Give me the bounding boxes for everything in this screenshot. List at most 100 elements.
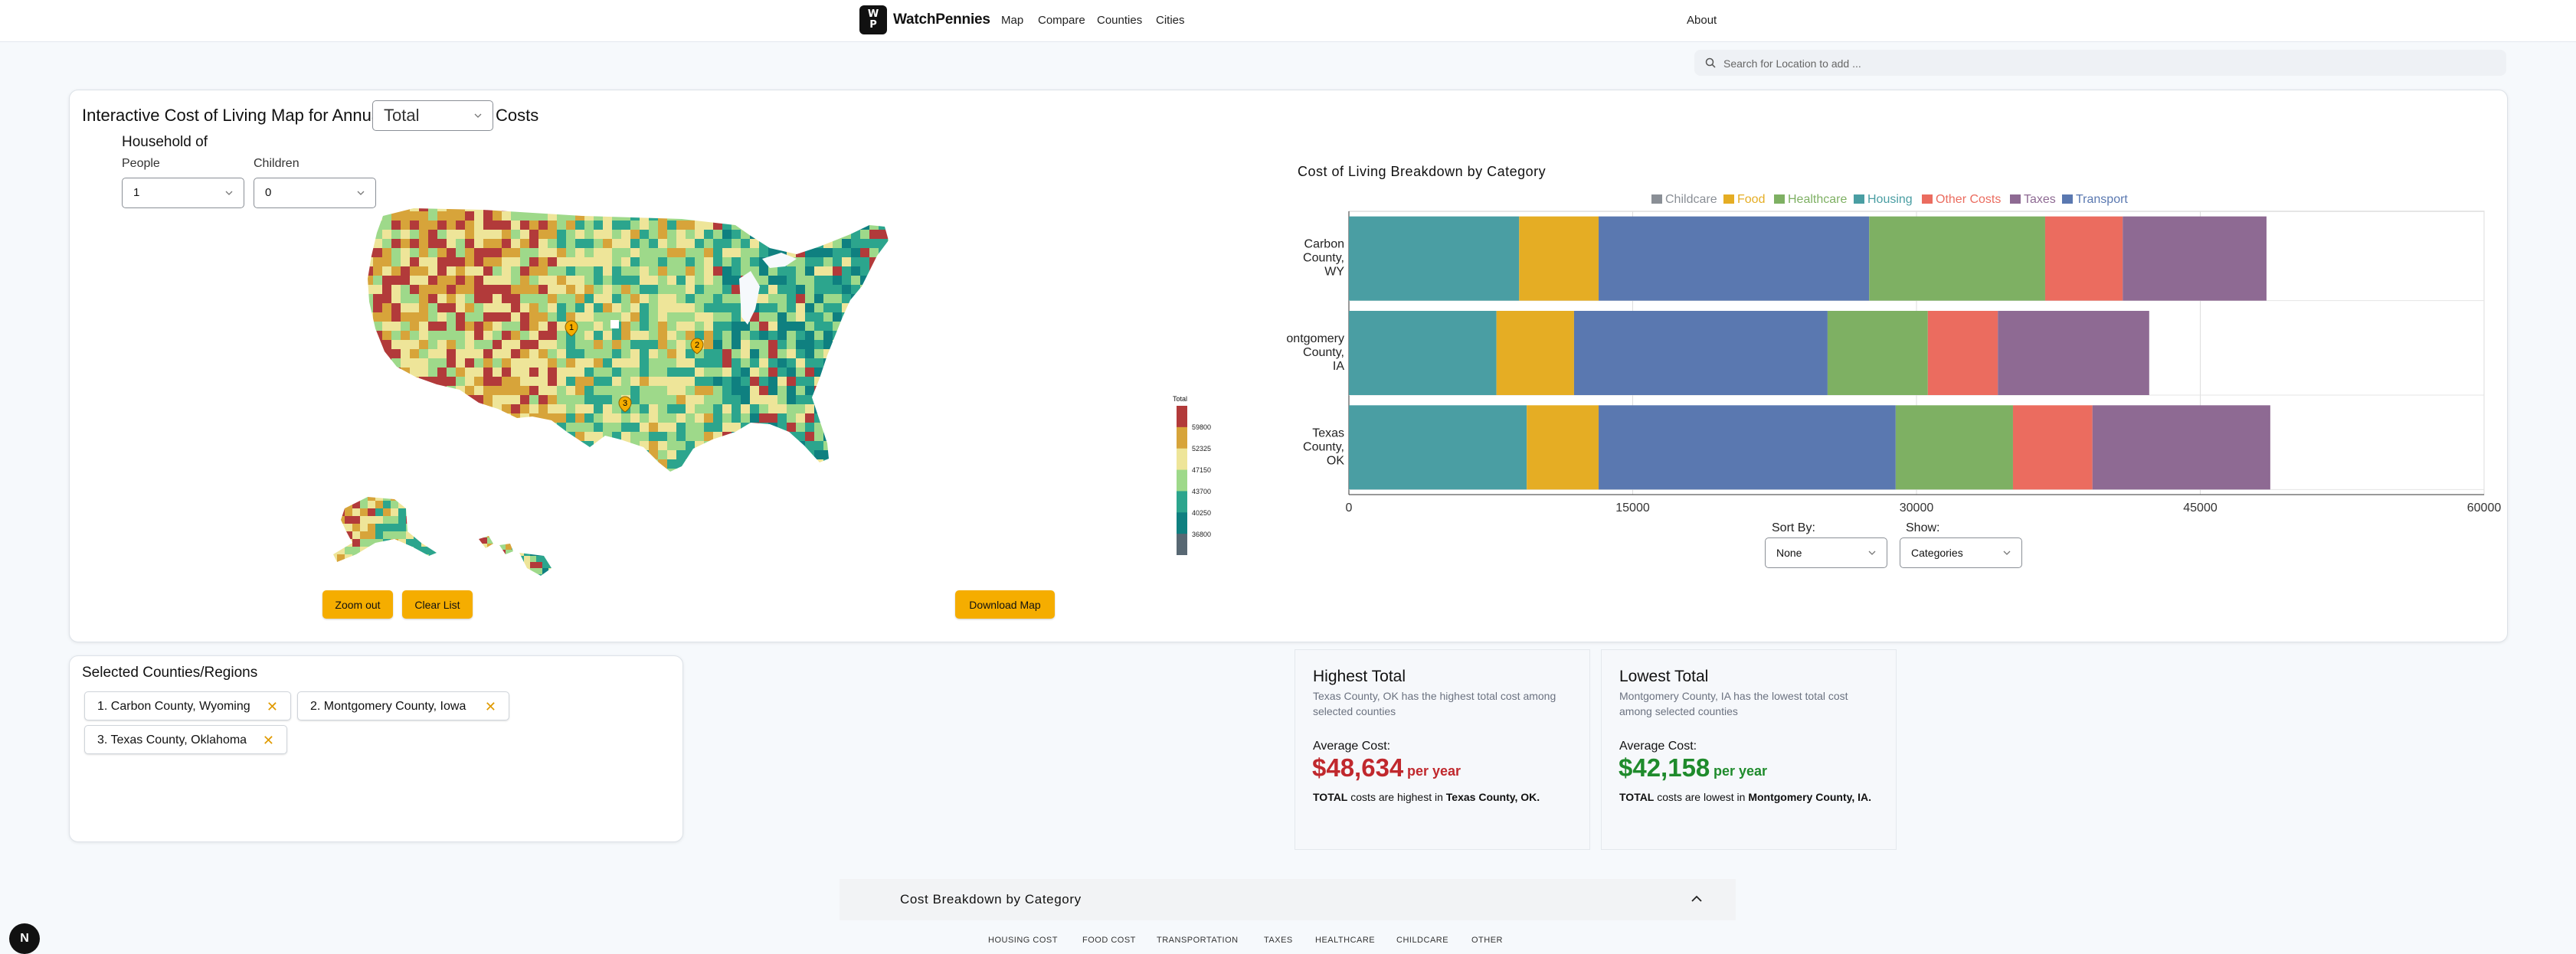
map-marker-1[interactable]: 1 (565, 320, 578, 337)
county-cell (750, 239, 759, 248)
county-cell (437, 441, 447, 450)
county-cell (713, 441, 722, 450)
county-cell (814, 469, 823, 472)
chart-legend-item[interactable]: Other Costs (1922, 193, 2001, 207)
county-cell (333, 501, 337, 508)
county-cell (649, 322, 658, 331)
tab-taxes[interactable]: TAXES (1264, 936, 1293, 945)
county-cell (483, 331, 493, 340)
county-cell (612, 294, 621, 303)
county-cell (419, 239, 428, 248)
county-cell (542, 568, 548, 574)
county-cell (437, 501, 444, 508)
county-cell (373, 368, 382, 377)
sort-by-select[interactable]: None (1765, 537, 1887, 568)
chart-legend-item[interactable]: Healthcare (1774, 193, 1847, 207)
logo[interactable]: W P (859, 5, 887, 34)
county-cell (419, 469, 428, 472)
nav-link-cities[interactable]: Cities (1156, 14, 1185, 27)
county-cell (428, 266, 437, 276)
county-cell (566, 459, 575, 469)
remove-icon[interactable]: ✕ (484, 699, 496, 714)
county-cell (796, 266, 805, 276)
remove-icon[interactable]: ✕ (262, 733, 274, 748)
brand-name[interactable]: WatchPennies (893, 11, 990, 28)
county-cell (542, 537, 548, 544)
tab-other[interactable]: OTHER (1471, 936, 1503, 945)
county-choropleth[interactable]: 1 2 3 (322, 202, 980, 585)
county-cell (621, 331, 630, 340)
selected-chip[interactable]: 1. Carbon County, Wyoming ✕ (84, 691, 291, 720)
county-cell (368, 340, 373, 349)
county-cell (474, 368, 483, 377)
show-select[interactable]: Categories (1900, 537, 2022, 568)
county-cell (483, 208, 493, 211)
tab-food-cost[interactable]: FOOD COST (1082, 936, 1136, 945)
county-cell (686, 331, 695, 340)
county-cell (741, 404, 750, 413)
nav-link-compare[interactable]: Compare (1038, 14, 1085, 27)
county-cell (704, 276, 713, 285)
chart-legend-item[interactable]: Transport (2062, 193, 2128, 207)
county-cell (429, 539, 437, 547)
selected-chip[interactable]: 3. Texas County, Oklahoma ✕ (84, 725, 287, 754)
us-county-map[interactable]: 1 2 3 (322, 202, 980, 585)
search-input[interactable] (1722, 50, 2491, 77)
zoom-out-button[interactable]: Zoom out (322, 590, 393, 619)
county-cell (401, 459, 410, 469)
chart-legend-item[interactable]: Taxes (2010, 193, 2056, 207)
clear-list-button[interactable]: Clear List (402, 590, 473, 619)
location-search[interactable] (1694, 50, 2506, 77)
nav-link-counties[interactable]: Counties (1097, 14, 1143, 27)
county-cell (713, 285, 722, 294)
help-avatar-button[interactable]: N (9, 923, 40, 954)
county-cell (421, 497, 429, 501)
legend-swatch (1922, 194, 1933, 204)
county-cell (713, 322, 722, 331)
county-cell (869, 386, 879, 395)
county-cell (333, 524, 337, 531)
county-cell (481, 568, 487, 574)
chart-legend-item[interactable]: Housing (1854, 193, 1913, 207)
remove-icon[interactable]: ✕ (266, 699, 278, 714)
county-cell (667, 266, 676, 276)
people-select[interactable]: 1 (122, 178, 244, 208)
county-cell (851, 349, 860, 358)
county-cell (879, 294, 888, 303)
tab-transportation[interactable]: TRANSPORTATION (1157, 936, 1239, 945)
county-cell (483, 285, 493, 294)
selected-chip[interactable]: 2. Montgomery County, Iowa ✕ (297, 691, 509, 720)
county-cell (759, 377, 768, 386)
county-cell (768, 413, 777, 423)
map-marker-2[interactable]: 2 (690, 338, 704, 354)
county-cell (428, 358, 437, 368)
children-select[interactable]: 0 (254, 178, 376, 208)
county-cell (447, 423, 456, 432)
chart-legend-item[interactable]: Childcare (1651, 193, 1717, 207)
tab-housing-cost[interactable]: HOUSING COST (988, 936, 1058, 945)
tab-childcare[interactable]: CHILDCARE (1396, 936, 1449, 945)
chevron-up-icon[interactable] (1691, 895, 1702, 903)
county-cell (520, 221, 529, 230)
county-cell (373, 423, 382, 432)
chart-legend-item[interactable]: Food (1723, 193, 1765, 207)
download-map-button[interactable]: Download Map (955, 590, 1055, 619)
metric-select[interactable]: Total (372, 100, 493, 131)
map-marker-3[interactable]: 3 (618, 396, 632, 413)
county-cell (805, 441, 814, 450)
county-cell (391, 377, 401, 386)
county-cell (437, 516, 444, 524)
breakdown-accordion[interactable] (840, 879, 1736, 920)
nav-link-map[interactable]: Map (1001, 14, 1024, 27)
county-cell (410, 221, 419, 230)
county-cell (833, 423, 842, 432)
tab-healthcare[interactable]: HEALTHCARE (1315, 936, 1376, 945)
county-cell (555, 537, 561, 544)
county-cell (575, 211, 584, 221)
county-cell (787, 386, 796, 395)
county-cell (759, 303, 768, 312)
county-cell (447, 377, 456, 386)
county-cell (419, 413, 428, 423)
county-cell (888, 331, 889, 340)
nav-link-about[interactable]: About (1687, 14, 1717, 27)
